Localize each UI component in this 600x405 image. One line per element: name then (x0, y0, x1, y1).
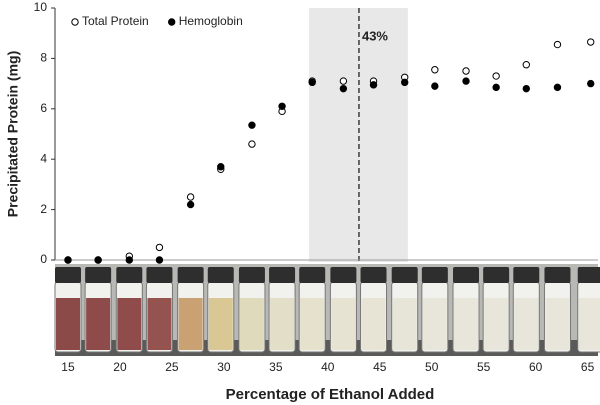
y-tick-label: 4 (40, 151, 47, 165)
data-point (339, 77, 348, 85)
legend-label: Total Protein (82, 14, 149, 28)
vial-cap (299, 267, 326, 283)
vial-liquid (484, 298, 509, 350)
x-tick-label: 30 (217, 360, 231, 374)
data-point (587, 79, 595, 88)
vial-cap (116, 267, 143, 283)
vial-cap (177, 267, 204, 283)
vial-liquid (578, 298, 600, 350)
x-tick-label: 15 (61, 360, 75, 374)
data-point (339, 84, 348, 93)
vial-liquid (454, 298, 479, 350)
y-tick-label: 0 (40, 252, 47, 266)
data-point (492, 83, 500, 92)
vial-liquid (422, 298, 447, 350)
data-point (431, 66, 439, 74)
data-point (522, 84, 530, 93)
data-point (401, 78, 409, 87)
data-point (492, 72, 500, 80)
vial-cap (238, 267, 265, 283)
y-tick-label: 10 (34, 0, 48, 14)
data-point (186, 193, 195, 201)
vial-liquid (545, 298, 570, 350)
vial-cap (577, 267, 600, 283)
y-tick-label: 8 (40, 51, 47, 65)
data-point (94, 256, 102, 264)
vial-cap (269, 267, 296, 283)
vial-liquid (55, 298, 80, 350)
data-point (155, 243, 164, 252)
vial-cap (483, 267, 510, 283)
vial-liquid (300, 298, 325, 350)
data-point (462, 77, 470, 85)
data-point (522, 60, 530, 69)
vial-cap (330, 267, 357, 283)
vial-liquid (117, 298, 142, 350)
x-tick-label: 45 (373, 360, 387, 374)
vial-cap (453, 267, 480, 283)
data-point (248, 121, 256, 129)
x-tick-label: 60 (529, 360, 543, 374)
data-point (462, 67, 470, 75)
x-axis-label: Percentage of Ethanol Added (226, 386, 435, 403)
vial-liquid (331, 298, 356, 350)
x-tick-label: 25 (165, 360, 179, 374)
annotation: 43% (362, 28, 388, 43)
legend-label: Hemoglobin (179, 14, 243, 28)
vial-cap (85, 267, 112, 283)
x-tick-label: 20 (113, 360, 127, 374)
vial-liquid (208, 298, 233, 350)
vial-cap (360, 267, 387, 283)
x-tick-label: 55 (477, 360, 491, 374)
data-point (155, 256, 164, 264)
x-tick-label: 40 (321, 360, 335, 374)
legend-marker (71, 18, 79, 26)
data-point (186, 200, 195, 209)
vial-cap (391, 267, 418, 283)
vial-cap (54, 267, 81, 283)
x-tick-label: 65 (581, 360, 595, 374)
vial-liquid (239, 298, 264, 350)
vial-liquid (86, 298, 111, 350)
shaded-region (309, 8, 408, 262)
x-tick-label: 50 (425, 360, 439, 374)
vial-cap (513, 267, 540, 283)
legend-marker (168, 18, 176, 26)
vial-cap (207, 267, 234, 283)
data-point (553, 83, 562, 92)
vial-liquid (178, 298, 203, 350)
data-point (64, 256, 72, 264)
x-tick-label: 35 (269, 360, 283, 374)
vial-liquid (147, 298, 172, 350)
y-tick-label: 2 (40, 202, 47, 216)
data-point (248, 140, 256, 148)
data-point (125, 256, 134, 264)
data-point (431, 82, 439, 90)
data-point (587, 38, 595, 46)
y-axis-label: Precipitated Protein (mg) (5, 51, 21, 217)
data-point (278, 102, 286, 110)
vial-liquid (514, 298, 539, 350)
vial-cap (421, 267, 448, 283)
data-point (553, 40, 562, 49)
vial-liquid (270, 298, 295, 350)
y-tick-label: 6 (40, 101, 47, 115)
vial-cap (146, 267, 173, 283)
vial-liquid (361, 298, 386, 350)
vial-liquid (392, 298, 417, 350)
data-point (369, 81, 378, 89)
vial-cap (544, 267, 571, 283)
data-point (217, 163, 225, 171)
data-point (308, 78, 316, 87)
